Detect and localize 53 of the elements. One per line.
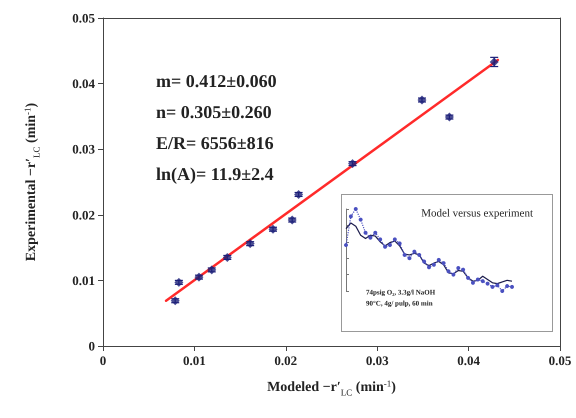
point <box>383 244 388 249</box>
x-tick-label: 0.02 <box>274 353 298 368</box>
point <box>495 283 500 288</box>
point <box>402 252 407 257</box>
point <box>500 289 504 293</box>
x-tick-label: 0 <box>100 353 106 368</box>
point <box>432 262 436 267</box>
point <box>412 250 416 254</box>
point <box>422 259 426 264</box>
y-tick-label: 0.04 <box>72 76 96 92</box>
point <box>436 258 441 262</box>
point <box>358 218 363 222</box>
x-tick-label: 0.05 <box>548 353 572 368</box>
x-tick-label: 0.04 <box>457 353 480 368</box>
point <box>480 279 485 284</box>
point <box>417 252 422 257</box>
y-tick-label: 0 <box>88 338 95 354</box>
annotation: E/R= 6556±816 <box>156 133 274 153</box>
point <box>442 261 446 266</box>
annotation: m= 0.412±0.060 <box>156 71 277 91</box>
point <box>466 276 470 280</box>
point <box>368 236 372 240</box>
y-tick-label: 0.01 <box>72 272 95 288</box>
annotation: ln(A)= 11.9±2.4 <box>156 164 274 184</box>
point <box>378 237 382 242</box>
point <box>388 243 392 248</box>
y-tick-label: 0.03 <box>72 142 96 157</box>
point <box>392 237 397 242</box>
point <box>490 284 494 289</box>
point <box>470 280 475 285</box>
point <box>505 284 510 288</box>
y-axis-title: Experimental −r′LC (min-1) <box>22 102 42 262</box>
point <box>398 241 402 246</box>
point <box>451 272 456 277</box>
annotation: n= 0.305±0.260 <box>156 102 272 122</box>
point <box>461 268 466 272</box>
point <box>456 266 460 270</box>
chart-title: Model versus experiment <box>421 208 534 220</box>
y-tick-label: 0.05 <box>72 10 96 26</box>
x-tick-label: 0.03 <box>366 353 390 368</box>
point <box>364 230 368 235</box>
point <box>348 214 353 218</box>
point <box>407 256 412 260</box>
point <box>427 265 431 270</box>
point <box>486 282 490 286</box>
point <box>354 207 358 211</box>
x-tick-label: 0.01 <box>183 353 206 368</box>
point <box>510 284 514 289</box>
y-tick-label: 0.02 <box>72 207 95 222</box>
point <box>344 243 348 248</box>
point <box>476 278 480 282</box>
point <box>373 230 378 235</box>
point <box>446 269 451 274</box>
